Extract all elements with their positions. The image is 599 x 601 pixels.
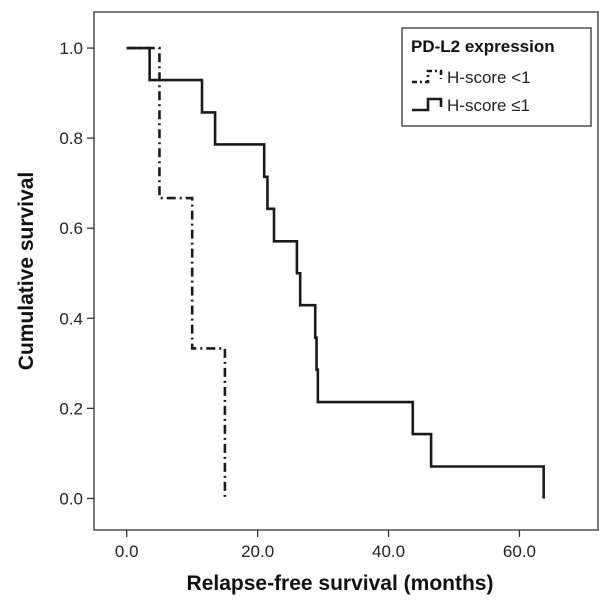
plot-frame (93, 11, 599, 531)
series-line-1 (126, 46, 227, 499)
y-tick-label: 0.2 (59, 399, 83, 418)
y-tick-label: 1.0 (59, 39, 83, 58)
legend-box (401, 27, 592, 127)
x-tick-label: 40.0 (372, 542, 405, 561)
x-tick-label: 60.0 (503, 542, 536, 561)
legend-swatch-1 (412, 69, 443, 84)
legend-swatch-2 (412, 97, 443, 112)
x-tick-label: 0.0 (115, 542, 139, 561)
x-axis-title: Relapse-free survival (months) (187, 572, 494, 595)
x-axis: 0.0 20.0 40.0 60.0 (115, 530, 536, 561)
legend-label-1: H-score <1 (447, 68, 531, 87)
y-tick-label: 0.4 (59, 309, 83, 328)
x-tick-label: 20.0 (241, 542, 274, 561)
y-tick-label: 0.6 (59, 219, 83, 238)
y-axis: 0.0 0.2 0.4 0.6 0.8 1.0 (59, 39, 94, 508)
y-tick-label: 0.0 (59, 489, 83, 508)
legend-title: PD-L2 expression (411, 37, 555, 56)
legend: PD-L2 expression H-score <1 H-score ≤1 (401, 27, 592, 127)
legend-label-2: H-score ≤1 (447, 96, 530, 115)
y-axis-title: Cumulative survival (15, 172, 38, 370)
survival-curves (126, 46, 545, 499)
series-line-2 (126, 46, 545, 499)
y-tick-label: 0.8 (59, 129, 83, 148)
